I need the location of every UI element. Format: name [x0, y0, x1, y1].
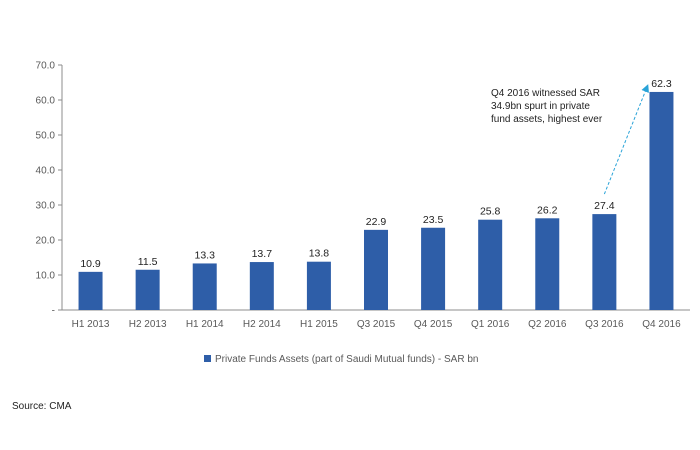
- x-tick-label: H1 2015: [300, 319, 338, 330]
- data-label: 23.5: [423, 214, 444, 226]
- data-label: 26.2: [537, 204, 558, 216]
- y-tick-label: -: [52, 306, 55, 317]
- annotation-arrow: [603, 84, 649, 195]
- data-label: 22.9: [366, 216, 387, 228]
- x-tick-label: H1 2013: [72, 319, 110, 330]
- x-tick-label: Q3 2015: [357, 319, 396, 330]
- source-note: Source: CMA: [12, 401, 72, 412]
- bar: [306, 261, 331, 310]
- data-label: 13.8: [309, 248, 330, 260]
- y-axis-ticks: - 10.0 20.0 30.0 40.0 50.0 60.0 70.0: [36, 61, 62, 317]
- x-tick-label: Q2 2016: [528, 319, 567, 330]
- x-tick-label: H2 2014: [243, 319, 281, 330]
- annotation: Q4 2016 witnessed SAR 34.9bn spurt in pr…: [491, 84, 649, 195]
- data-label: 27.4: [594, 200, 615, 212]
- bar: [535, 218, 560, 310]
- annotation-line-3: fund assets, highest ever: [491, 114, 603, 125]
- bar: [421, 227, 446, 310]
- bar: [192, 263, 217, 310]
- x-tick-label: Q4 2015: [414, 319, 453, 330]
- bar: [135, 269, 160, 310]
- bar-series: [78, 91, 674, 310]
- data-labels: 10.9 11.5 13.3 13.7 13.8 22.9 23.5 25.8 26.2 27.4…: [80, 78, 672, 270]
- annotation-line-2: 34.9bn spurt in private: [491, 101, 590, 112]
- y-tick-label: 70.0: [36, 61, 56, 72]
- bar: [649, 91, 674, 310]
- data-label: 62.3: [651, 78, 672, 90]
- legend: Private Funds Assets (part of Saudi Mutu…: [204, 354, 478, 365]
- y-tick-label: 40.0: [36, 166, 56, 177]
- y-tick-label: 60.0: [36, 96, 56, 107]
- y-tick-label: 10.0: [36, 271, 56, 282]
- y-tick-label: 20.0: [36, 236, 56, 247]
- bar: [364, 229, 388, 310]
- x-tick-label: H1 2014: [186, 319, 224, 330]
- legend-swatch: [204, 355, 211, 362]
- data-label: 25.8: [480, 206, 501, 218]
- y-tick-label: 50.0: [36, 131, 56, 142]
- x-tick-label: Q1 2016: [471, 319, 510, 330]
- data-label: 10.9: [80, 258, 101, 270]
- data-label: 11.5: [138, 256, 158, 268]
- bar: [478, 219, 503, 310]
- x-tick-label: Q3 2016: [585, 319, 624, 330]
- bar: [78, 271, 103, 310]
- bar: [249, 262, 274, 310]
- x-tick-label: Q4 2016: [642, 319, 681, 330]
- x-axis-ticks: H1 2013 H2 2013 H1 2014 H2 2014 H1 2015 Q3 20…: [72, 319, 681, 330]
- legend-label: Private Funds Assets (part of Saudi Mutu…: [215, 354, 478, 365]
- annotation-line-1: Q4 2016 witnessed SAR: [491, 88, 600, 99]
- data-label: 13.3: [195, 249, 216, 261]
- y-tick-label: 30.0: [36, 201, 56, 212]
- bar: [592, 214, 617, 310]
- data-label: 13.7: [252, 248, 273, 260]
- x-tick-label: H2 2013: [129, 319, 167, 330]
